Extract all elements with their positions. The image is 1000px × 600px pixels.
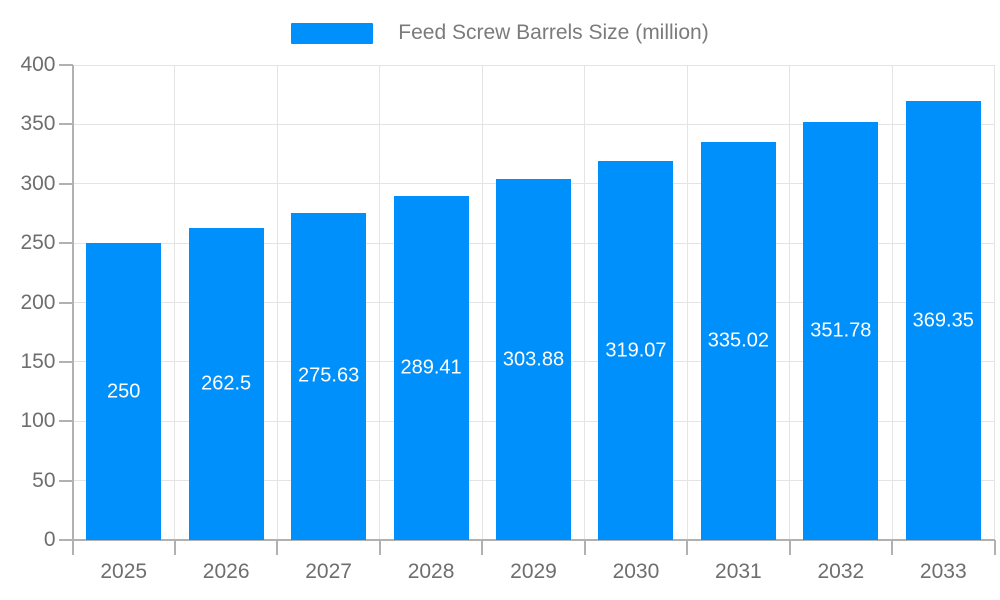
y-axis-tick-label: 0 bbox=[43, 528, 56, 551]
x-axis-tick-label: 2031 bbox=[715, 560, 762, 583]
y-gridline bbox=[72, 123, 995, 125]
bar-value-label: 351.78 bbox=[810, 319, 872, 342]
bar bbox=[496, 179, 571, 540]
y-axis-tick bbox=[58, 360, 73, 363]
x-gridline bbox=[481, 65, 483, 540]
bar-value-label: 275.63 bbox=[298, 364, 360, 387]
y-axis-tick-label: 100 bbox=[20, 409, 56, 433]
bar bbox=[86, 243, 162, 540]
y-axis-tick-label: 250 bbox=[20, 231, 56, 255]
x-axis-line bbox=[71, 539, 995, 541]
bar-value-label: 369.35 bbox=[912, 309, 974, 332]
legend-item[interactable]: Feed Screw Barrels Size (million) bbox=[0, 16, 1000, 50]
bar-value-label: 335.02 bbox=[707, 329, 769, 352]
y-axis-tick-label: 300 bbox=[20, 171, 56, 195]
x-gridline bbox=[994, 65, 995, 540]
x-axis-tick bbox=[788, 540, 791, 555]
x-gridline bbox=[584, 65, 586, 540]
y-gridline bbox=[72, 64, 995, 66]
x-axis-tick bbox=[583, 540, 586, 555]
x-axis-tick-label: 2029 bbox=[510, 560, 557, 583]
bar bbox=[393, 196, 469, 540]
x-axis-tick-label: 2030 bbox=[612, 560, 660, 583]
x-axis-tick-label: 2027 bbox=[305, 560, 352, 583]
bar bbox=[905, 101, 981, 540]
bar-value-label: 303.88 bbox=[502, 348, 565, 371]
bar bbox=[188, 228, 264, 540]
x-axis-tick-label: 2028 bbox=[407, 560, 455, 583]
x-axis-tick-label: 2025 bbox=[100, 560, 148, 583]
x-axis-tick bbox=[378, 540, 381, 555]
x-axis-tick bbox=[481, 540, 484, 555]
x-gridline bbox=[891, 65, 893, 540]
x-axis-tick-label: 2032 bbox=[817, 560, 865, 583]
y-axis-tick bbox=[58, 420, 73, 423]
bar bbox=[700, 142, 776, 540]
bar-value-label: 250 bbox=[107, 380, 141, 403]
x-gridline bbox=[789, 65, 791, 540]
y-axis-tick-label: 50 bbox=[32, 468, 56, 492]
x-gridline bbox=[379, 65, 381, 540]
y-axis-line bbox=[71, 65, 74, 555]
y-axis-tick bbox=[58, 64, 73, 66]
y-axis-tick bbox=[58, 301, 73, 304]
bar-value-label: 289.41 bbox=[400, 356, 462, 379]
x-axis-tick bbox=[276, 540, 279, 555]
y-axis-tick-label: 150 bbox=[20, 349, 56, 373]
x-axis-tick bbox=[891, 540, 894, 555]
x-gridline bbox=[276, 65, 278, 540]
x-axis-tick bbox=[173, 540, 176, 555]
x-axis-tick-label: 2026 bbox=[202, 560, 250, 583]
y-axis-tick-label: 350 bbox=[20, 112, 56, 136]
x-gridline bbox=[686, 65, 688, 540]
y-axis-tick-label: 200 bbox=[20, 290, 56, 314]
y-axis-tick bbox=[58, 539, 73, 541]
bar bbox=[598, 161, 674, 540]
legend-label: Feed Screw Barrels Size (million) bbox=[398, 21, 709, 45]
bar bbox=[291, 212, 367, 540]
y-axis-tick bbox=[58, 182, 73, 185]
x-axis-tick bbox=[686, 540, 689, 555]
bar-value-label: 319.07 bbox=[605, 339, 667, 362]
y-axis-tick bbox=[58, 123, 73, 126]
x-axis-tick bbox=[993, 540, 996, 555]
y-axis-tick-label: 400 bbox=[20, 53, 56, 76]
legend-swatch-icon bbox=[291, 22, 374, 44]
y-axis-tick bbox=[58, 242, 73, 245]
bar bbox=[803, 122, 879, 540]
x-gridline bbox=[174, 65, 176, 540]
x-axis-tick-label: 2033 bbox=[919, 560, 967, 583]
bar-value-label: 262.5 bbox=[201, 372, 252, 395]
y-axis-tick bbox=[58, 479, 73, 482]
